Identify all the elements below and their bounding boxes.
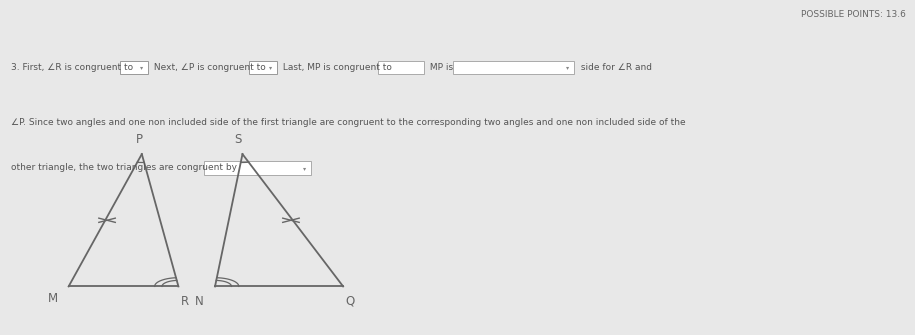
FancyBboxPatch shape — [453, 61, 574, 74]
Text: POSSIBLE POINTS: 13.6: POSSIBLE POINTS: 13.6 — [801, 10, 906, 19]
FancyBboxPatch shape — [204, 161, 311, 175]
Text: N: N — [195, 295, 204, 308]
Text: ▾: ▾ — [565, 65, 569, 70]
Text: MP is: MP is — [427, 63, 457, 71]
Text: ▾: ▾ — [269, 65, 272, 70]
Text: 3. First, ∠R is congruent to: 3. First, ∠R is congruent to — [11, 63, 136, 71]
Text: ▾: ▾ — [140, 65, 143, 70]
Text: R: R — [181, 295, 188, 308]
Text: Last, MP is congruent to: Last, MP is congruent to — [280, 63, 395, 71]
Text: Q: Q — [345, 295, 354, 308]
Text: S: S — [234, 133, 242, 145]
FancyBboxPatch shape — [120, 61, 147, 74]
Text: P: P — [135, 133, 143, 145]
Text: M: M — [48, 292, 59, 305]
Text: Next, ∠P is congruent to: Next, ∠P is congruent to — [151, 63, 269, 71]
Text: ∠P. Since two angles and one non included side of the first triangle are congrue: ∠P. Since two angles and one non include… — [11, 118, 685, 127]
Text: other triangle, the two triangles are congruent by: other triangle, the two triangles are co… — [11, 163, 240, 172]
FancyBboxPatch shape — [249, 61, 276, 74]
FancyBboxPatch shape — [378, 61, 424, 74]
Text: side for ∠R and: side for ∠R and — [577, 63, 651, 71]
Text: ▾: ▾ — [303, 165, 306, 171]
